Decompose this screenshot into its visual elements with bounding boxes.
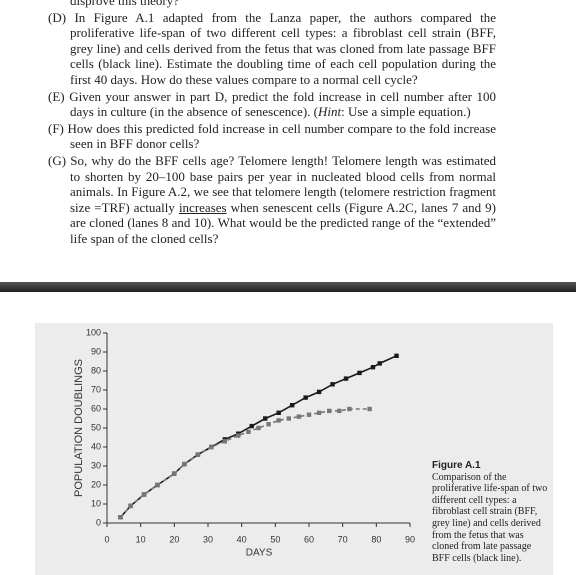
- data-point: [367, 406, 372, 412]
- data-point: [266, 422, 271, 427]
- data-point: [155, 482, 160, 488]
- x-tick-label: 20: [169, 534, 179, 544]
- data-point: [256, 425, 261, 431]
- data-point: [286, 416, 291, 421]
- data-point: [394, 353, 399, 358]
- question-label: (G): [48, 152, 67, 168]
- caption: Figure A.1 Comparison of the proliferati…: [432, 460, 550, 564]
- data-point: [330, 382, 335, 387]
- y-tick-label: 0: [96, 517, 101, 527]
- questions: (D) In Figure A.1 adapted from the Lanza…: [48, 10, 496, 247]
- data-point: [182, 461, 187, 467]
- question-text: Hint: [317, 104, 342, 120]
- data-point: [343, 376, 349, 381]
- x-tick-label: 50: [270, 534, 280, 544]
- data-point: [306, 412, 312, 417]
- caption-text: Comparison of the proliferative life-spa…: [432, 471, 548, 564]
- data-point: [209, 444, 214, 450]
- x-tick-label: 70: [338, 534, 348, 544]
- y-tick-label: 60: [91, 403, 101, 413]
- question-text: increases: [178, 199, 227, 215]
- question: (G) So, why do the BFF cells age? Telome…: [48, 153, 496, 247]
- y-tick-label: 90: [91, 346, 101, 356]
- question-text: So, why do the BFF cells age? Telomere l…: [70, 152, 497, 215]
- question-label: (D): [48, 9, 67, 25]
- caption-title: Figure A.1: [432, 460, 481, 471]
- x-tick-label: 40: [237, 534, 247, 544]
- x-tick-label: 0: [104, 534, 109, 544]
- x-tick-label: 90: [405, 534, 415, 544]
- y-tick-label: 30: [91, 460, 101, 470]
- question: (D) In Figure A.1 adapted from the Lanza…: [48, 10, 496, 88]
- data-point: [337, 408, 342, 414]
- data-point: [276, 418, 281, 423]
- data-point: [236, 433, 241, 438]
- question-text: Given your answer in part D, predict the…: [69, 88, 496, 120]
- data-point: [377, 361, 382, 366]
- question-text: In Figure A.1 adapted from the Lanza pap…: [70, 9, 497, 87]
- separator: [0, 282, 576, 292]
- question-text: when senescent cells (Figure A.2C, lanes…: [70, 199, 497, 246]
- series-line: [119, 408, 370, 518]
- y-axis-label: POPULATION DOUBLINGS: [73, 359, 85, 497]
- data-point: [246, 429, 251, 434]
- data-point: [128, 503, 133, 509]
- y-tick-label: 20: [91, 479, 101, 489]
- x-tick-label: 30: [203, 534, 213, 544]
- data-point: [327, 408, 332, 414]
- y-tick-label: 80: [91, 365, 101, 375]
- data-point: [316, 389, 322, 395]
- question-label: (F): [48, 120, 64, 136]
- question-text: : Use a simple equation.): [341, 104, 471, 120]
- data-point: [289, 403, 295, 408]
- data-point: [118, 515, 123, 520]
- y-tick-label: 50: [91, 422, 101, 432]
- x-tick-label: 80: [371, 534, 381, 544]
- x-tick-label: 10: [136, 534, 146, 544]
- data-point: [296, 414, 302, 419]
- y-tick-label: 70: [91, 384, 101, 394]
- question-label: (E): [48, 88, 65, 104]
- data-point: [276, 410, 281, 415]
- y-tick-label: 10: [91, 498, 101, 508]
- document: disprove this theory? (D) In Figure A.1 …: [48, 0, 496, 248]
- question-text: How does this predicted fold increase in…: [67, 120, 497, 152]
- data-point: [263, 416, 268, 421]
- data-point: [316, 410, 322, 415]
- data-point: [303, 395, 308, 400]
- y-tick-label: 40: [91, 441, 101, 451]
- data-point: [222, 439, 228, 444]
- x-tick-label: 60: [304, 534, 314, 544]
- data-point: [347, 406, 352, 412]
- question: (F) How does this predicted fold increas…: [48, 121, 496, 152]
- y-tick-label: 100: [86, 327, 101, 337]
- data-point: [357, 370, 362, 376]
- data-point: [195, 452, 201, 457]
- x-axis-label: DAYS: [246, 548, 273, 559]
- question: (E) Given your answer in part D, predict…: [48, 89, 496, 120]
- data-point: [172, 471, 177, 476]
- data-point: [370, 365, 376, 370]
- chart-background: [35, 323, 553, 575]
- data-point: [249, 423, 254, 429]
- data-point: [141, 492, 147, 497]
- cut-line: disprove this theory?: [70, 0, 180, 8]
